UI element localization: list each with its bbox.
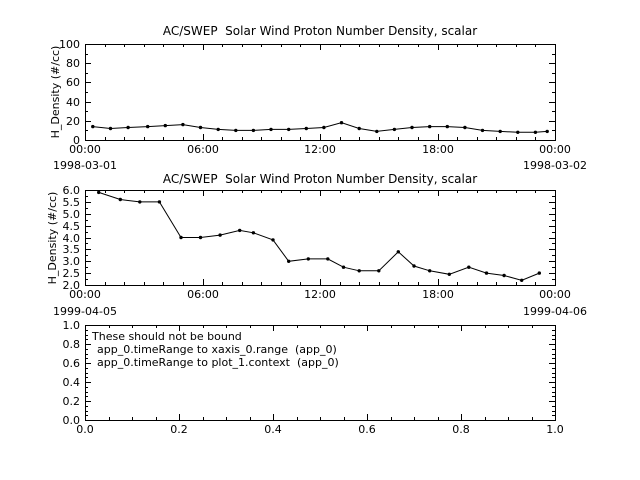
svg-text:06:00: 06:00 — [187, 288, 219, 301]
svg-text:12:00: 12:00 — [304, 288, 336, 301]
svg-text:5.0: 5.0 — [63, 208, 81, 221]
svg-text:0.0: 0.0 — [76, 423, 94, 436]
annotation-line-1: These should not be bound — [92, 330, 242, 343]
svg-text:6.0: 6.0 — [63, 184, 81, 197]
svg-text:06:00: 06:00 — [187, 143, 219, 156]
svg-text:1.0: 1.0 — [63, 319, 81, 332]
svg-text:100: 100 — [59, 38, 80, 51]
svg-text:18:00: 18:00 — [422, 288, 454, 301]
plot-1-y-axis-label: H_Density (#/cc) — [49, 45, 62, 139]
svg-text:12:00: 12:00 — [304, 143, 336, 156]
svg-text:3.0: 3.0 — [63, 255, 81, 268]
svg-text:0.6: 0.6 — [358, 423, 376, 436]
svg-text:0: 0 — [73, 134, 80, 147]
svg-text:0.8: 0.8 — [452, 423, 470, 436]
plot-1-title: AC/SWEP Solar Wind Proton Number Density… — [162, 24, 478, 38]
svg-text:40: 40 — [66, 96, 80, 109]
svg-text:20: 20 — [66, 115, 80, 128]
svg-text:4.0: 4.0 — [63, 232, 81, 245]
svg-text:5.5: 5.5 — [63, 196, 81, 209]
svg-text:4.5: 4.5 — [63, 220, 81, 233]
svg-text:0.0: 0.0 — [63, 414, 81, 427]
plot-1-end-date-label: 1998-03-02 — [523, 159, 587, 172]
svg-text:2.0: 2.0 — [63, 279, 81, 292]
svg-text:60: 60 — [66, 76, 80, 89]
svg-text:00:00: 00:00 — [69, 288, 101, 301]
svg-text:00:00: 00:00 — [539, 288, 571, 301]
plot-2-title: AC/SWEP Solar Wind Proton Number Density… — [162, 172, 478, 186]
plot-2-y-axis-label: H_Density (#/cc) — [46, 191, 59, 285]
annotation-block[interactable]: These should not be bound app_0.timeRang… — [92, 330, 339, 369]
annotation-line-2: app_0.timeRange to xaxis_0.range (app_0) — [97, 343, 337, 356]
svg-text:2.5: 2.5 — [63, 267, 81, 280]
svg-text:00:00: 00:00 — [69, 143, 101, 156]
svg-text:0.4: 0.4 — [63, 376, 81, 389]
svg-text:0.2: 0.2 — [170, 423, 188, 436]
annotation-line-3: app_0.timeRange to plot_1.context (app_0… — [97, 356, 339, 369]
svg-text:80: 80 — [66, 57, 80, 70]
svg-text:0.8: 0.8 — [63, 338, 81, 351]
plot-2-start-date-label: 1999-04-05 — [53, 305, 117, 318]
plot-1-start-date-label: 1998-03-01 — [53, 159, 117, 172]
svg-text:0.4: 0.4 — [264, 423, 282, 436]
svg-text:3.5: 3.5 — [63, 243, 81, 256]
svg-text:0.6: 0.6 — [63, 357, 81, 370]
svg-text:00:00: 00:00 — [539, 143, 571, 156]
plot-2-end-date-label: 1999-04-06 — [523, 305, 587, 318]
svg-text:18:00: 18:00 — [422, 143, 454, 156]
svg-text:0.2: 0.2 — [63, 395, 81, 408]
svg-text:1.0: 1.0 — [546, 423, 564, 436]
